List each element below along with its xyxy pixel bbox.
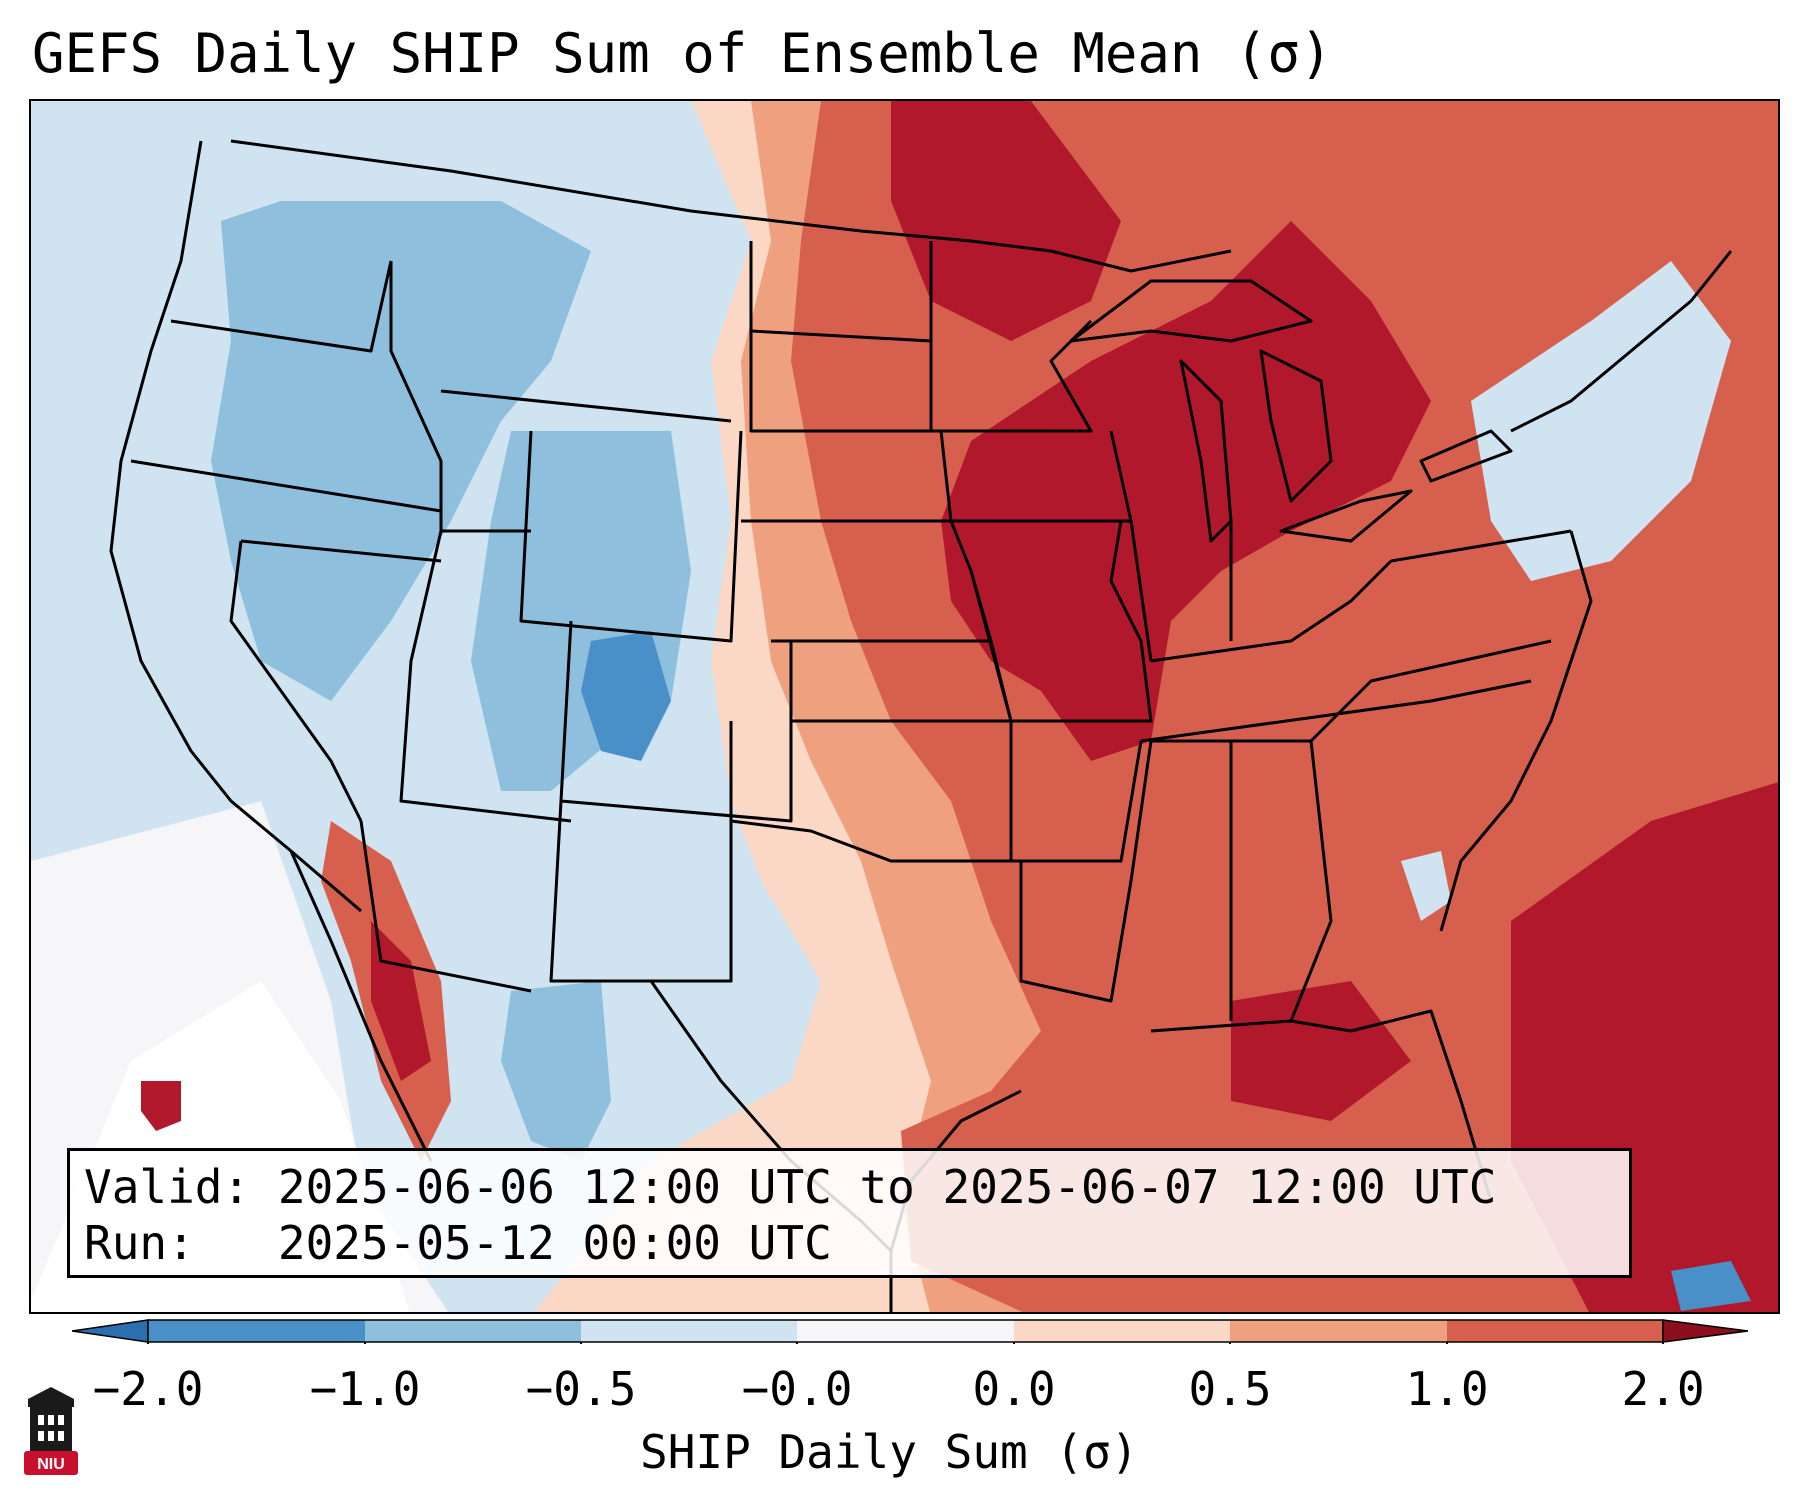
border-ky <box>1150 559 1393 663</box>
colorbar-segment-6 <box>1230 1320 1447 1342</box>
coast-atlantic <box>1439 530 1593 932</box>
shade-gulf-strong <box>1231 981 1411 1121</box>
colorbar-ticks <box>147 1342 1664 1344</box>
logo-tower <box>30 1407 72 1451</box>
coast-pacific <box>109 140 362 913</box>
colorbar-segment-5 <box>1014 1320 1230 1342</box>
border-utah <box>399 530 572 823</box>
border-carolinas <box>1309 639 1552 743</box>
run-label: Run: <box>84 1216 195 1270</box>
colorbar-segment-4 <box>797 1320 1014 1342</box>
niu-logo: NIU <box>24 1387 78 1475</box>
border-nd-sd <box>750 329 932 343</box>
map-title: GEFS Daily SHIP Sum of Ensemble Mean (σ) <box>32 22 1333 85</box>
shade-cuba-blue <box>1671 1261 1751 1311</box>
coast-florida <box>1150 1009 1493 1202</box>
border-ms-al <box>1129 739 1233 1021</box>
tick-label: −1.0 <box>309 1362 421 1416</box>
colorbar-extend-under <box>72 1319 149 1343</box>
shade-carolina-blue <box>1401 851 1451 921</box>
lake-superior <box>1069 279 1313 343</box>
border-colorado <box>559 620 793 823</box>
coast-baja <box>289 850 433 1162</box>
border-mt-wy <box>440 389 732 423</box>
border-il-in <box>1129 520 1153 662</box>
shade-north-strong <box>891 101 1121 341</box>
tick-label: 1.0 <box>1405 1362 1489 1416</box>
logo-text: NIU <box>37 1456 65 1473</box>
colorbar-segment-7 <box>1447 1320 1663 1342</box>
shade-midwest-strong <box>941 221 1431 761</box>
shade-west-moderate <box>211 201 591 701</box>
border-nv-ut <box>240 539 442 563</box>
tick-label: 2.0 <box>1621 1362 1705 1416</box>
logo-tower-top <box>28 1387 74 1407</box>
shade-pacific-red-spot <box>141 1081 181 1131</box>
valid-value: 2025-06-06 12:00 UTC to 2025-06-07 12:00… <box>277 1160 1497 1214</box>
border-tn <box>1140 679 1532 743</box>
shade-nm-moderate <box>501 981 611 1161</box>
colorbar-segment-2 <box>365 1320 581 1342</box>
border-al-ga <box>1231 739 1333 1022</box>
border-or-ca <box>130 459 442 513</box>
shade-northeast-weak-blue <box>1471 261 1731 581</box>
border-new-england <box>1510 250 1733 433</box>
lake-michigan <box>1179 359 1233 543</box>
border-arkansas <box>1011 740 1143 863</box>
colorbar-segment-3 <box>581 1320 797 1342</box>
border-la-ms <box>1019 861 1133 1003</box>
tick-label: 0.0 <box>972 1362 1056 1416</box>
border-ca-nv <box>229 540 363 822</box>
valid-run-box: Valid: 2025-06-06 12:00 UTC to 2025-06-0… <box>67 1148 1632 1278</box>
border-az-nm <box>359 820 532 993</box>
map-panel <box>29 99 1780 1314</box>
lake-erie <box>1279 489 1413 543</box>
border-canada <box>230 139 1232 273</box>
logo-windows <box>38 1415 64 1441</box>
tick-label: −0.0 <box>741 1362 853 1416</box>
border-ok <box>729 721 1013 863</box>
border-iowa <box>939 430 1133 523</box>
run-value: 2025-05-12 00:00 UTC <box>277 1216 832 1270</box>
border-idaho <box>389 261 531 533</box>
logo-badge <box>24 1451 78 1475</box>
colorbar-outline <box>147 1319 1664 1343</box>
colorbar-extend-over <box>1662 1319 1749 1343</box>
border-wa-or <box>170 260 393 353</box>
border-ny-pa <box>1390 529 1572 563</box>
tick-label: −0.5 <box>525 1362 637 1416</box>
tick-label: −2.0 <box>92 1362 204 1416</box>
lake-ontario <box>1419 429 1513 483</box>
colorbar <box>72 1319 1749 1344</box>
border-minnesota <box>929 241 1093 433</box>
tick-label: 0.5 <box>1188 1362 1272 1416</box>
valid-label: Valid: <box>84 1160 251 1214</box>
colorbar-label: SHIP Daily Sum (σ) <box>640 1425 1139 1479</box>
border-missouri <box>969 520 1153 723</box>
shade-colorado-strong <box>581 631 671 761</box>
lake-huron <box>1259 349 1333 503</box>
border-wyoming <box>519 430 743 643</box>
colorbar-segment-1 <box>148 1320 365 1342</box>
ship-anomaly-map <box>31 101 1778 1312</box>
